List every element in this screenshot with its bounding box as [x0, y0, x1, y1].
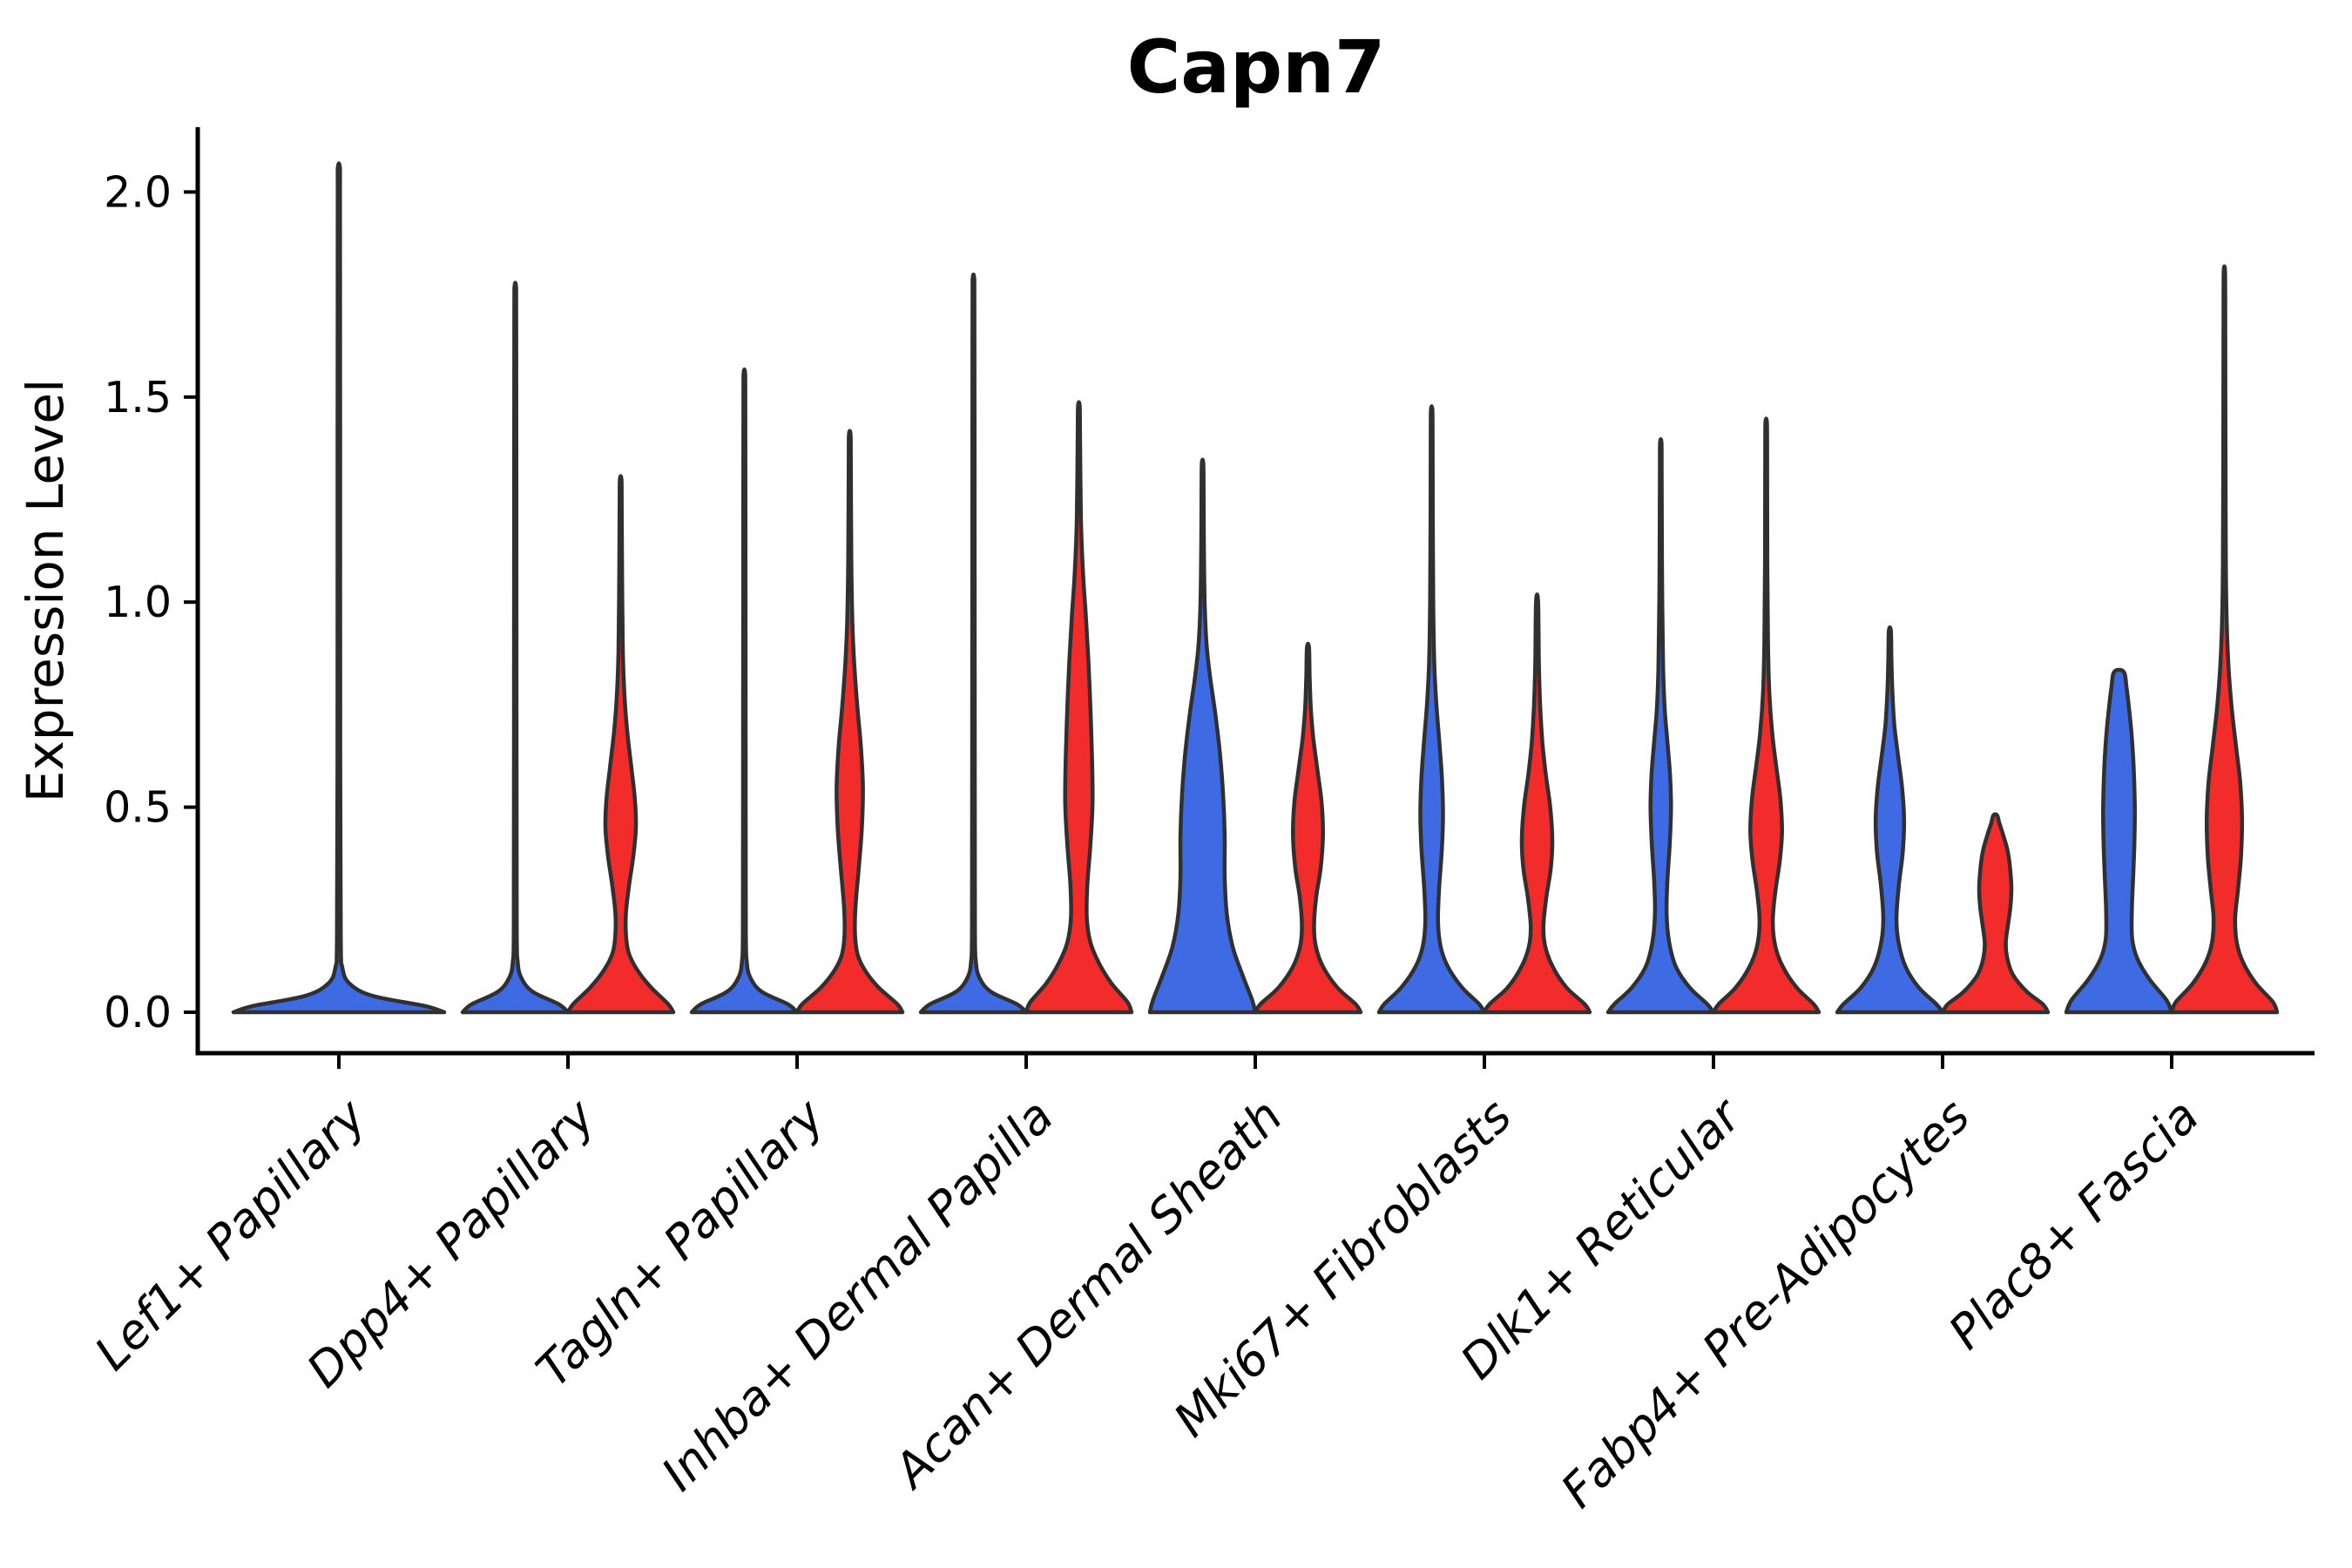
- violin-red-inhba-dermal-papilla: [1024, 400, 1134, 1015]
- violin-red-tagln-papillary: [794, 429, 905, 1015]
- x-tick-label: Inhba+ Dermal Papilla: [651, 1089, 1064, 1502]
- violins-layer: [231, 161, 2280, 1015]
- y-tick-label: 2.0: [104, 167, 172, 217]
- y-axis-label: Expression Level: [16, 379, 75, 802]
- violin-red-dlk1-reticular: [1711, 416, 1821, 1015]
- violin-blue-dlk1-reticular: [1605, 436, 1716, 1015]
- violin-blue-mki67-fibroblasts: [1376, 404, 1487, 1015]
- violin-blue-tagln-papillary: [689, 367, 800, 1015]
- violin-red-mki67-fibroblasts: [1482, 592, 1592, 1015]
- violin-blue-plac8-fascia: [2064, 667, 2174, 1015]
- violin-blue-dpp4-papillary: [460, 280, 571, 1015]
- x-tick-label: Acan+ Dermal Sheath: [882, 1089, 1293, 1500]
- axis-spines: [195, 127, 2315, 1056]
- violin-red-dpp4-papillary: [565, 474, 676, 1015]
- violin-red-fabp4-pre-adipocytes: [1940, 812, 2051, 1015]
- violin-blue-acan-dermal-sheath: [1147, 457, 1258, 1015]
- x-tick-label: Plac8+ Fascia: [1938, 1089, 2209, 1360]
- violin-blue-inhba-dermal-papilla: [918, 272, 1029, 1015]
- chart-title: Capn7: [1127, 24, 1386, 110]
- y-tick-label: 1.5: [104, 373, 172, 422]
- y-tick-label: 1.0: [104, 578, 172, 627]
- violin-red-acan-dermal-sheath: [1253, 641, 1363, 1015]
- y-tick-label: 0.0: [104, 988, 172, 1037]
- violin-blue-lef1-papillary: [231, 161, 447, 1015]
- violin-red-plac8-fascia: [2169, 264, 2280, 1015]
- y-tick-label: 0.5: [104, 783, 172, 833]
- violin-blue-fabp4-pre-adipocytes: [1835, 625, 1945, 1015]
- x-tick-label: Fabp4+ Pre-Adipocytes: [1551, 1089, 1980, 1518]
